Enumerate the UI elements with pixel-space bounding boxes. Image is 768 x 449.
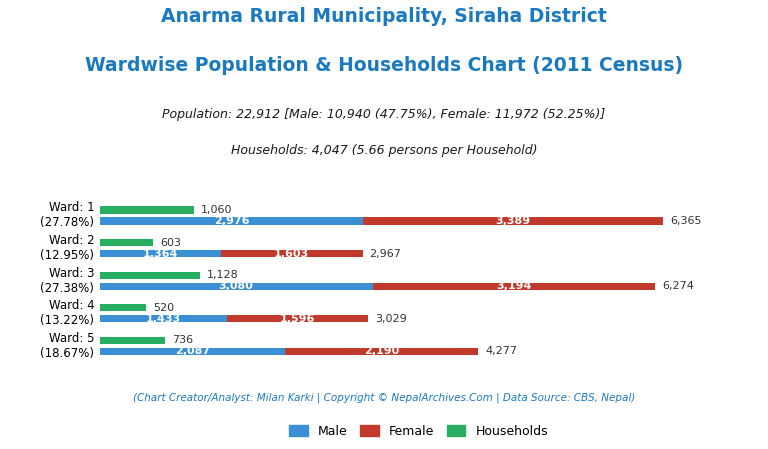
Text: 2,190: 2,190 [364,346,399,357]
Text: 2,967: 2,967 [369,249,402,259]
Text: 6,365: 6,365 [670,216,702,226]
Text: (Chart Creator/Analyst: Milan Karki | Copyright © NepalArchives.Com | Data Sourc: (Chart Creator/Analyst: Milan Karki | Co… [133,392,635,403]
Text: Population: 22,912 [Male: 10,940 (47.75%), Female: 11,972 (52.25%)]: Population: 22,912 [Male: 10,940 (47.75%… [162,108,606,121]
Text: 603: 603 [161,238,181,247]
Text: 1,433: 1,433 [146,314,180,324]
Text: 6,274: 6,274 [662,281,694,291]
Text: 3,029: 3,029 [375,314,407,324]
Bar [372,282,655,290]
Text: 520: 520 [153,303,174,313]
Bar [100,304,146,311]
Bar [100,315,227,322]
Legend: Male, Female, Households: Male, Female, Households [284,420,553,443]
Text: 1,596: 1,596 [280,314,315,324]
Text: 1,603: 1,603 [274,249,310,259]
Bar [100,348,285,355]
Text: 3,389: 3,389 [496,216,531,226]
Text: Households: 4,047 (5.66 persons per Household): Households: 4,047 (5.66 persons per Hous… [230,144,538,157]
Text: 1,364: 1,364 [143,249,178,259]
Text: 3,080: 3,080 [219,281,253,291]
Bar [220,250,362,257]
Bar [100,207,194,214]
Text: Wardwise Population & Households Chart (2011 Census): Wardwise Population & Households Chart (… [85,56,683,75]
Bar [100,272,200,279]
Bar [363,217,664,224]
Text: 2,976: 2,976 [214,216,250,226]
Bar [285,348,478,355]
Text: Anarma Rural Municipality, Siraha District: Anarma Rural Municipality, Siraha Distri… [161,7,607,26]
Text: 1,128: 1,128 [207,270,239,280]
Bar [227,315,368,322]
Bar [100,250,220,257]
Bar [100,239,154,246]
Text: 3,194: 3,194 [496,281,531,291]
Text: 2,087: 2,087 [174,346,210,357]
Text: 1,060: 1,060 [200,205,232,215]
Bar [100,282,372,290]
Text: 736: 736 [172,335,194,345]
Bar [100,337,165,344]
Text: 4,277: 4,277 [485,346,518,357]
Bar [100,217,363,224]
